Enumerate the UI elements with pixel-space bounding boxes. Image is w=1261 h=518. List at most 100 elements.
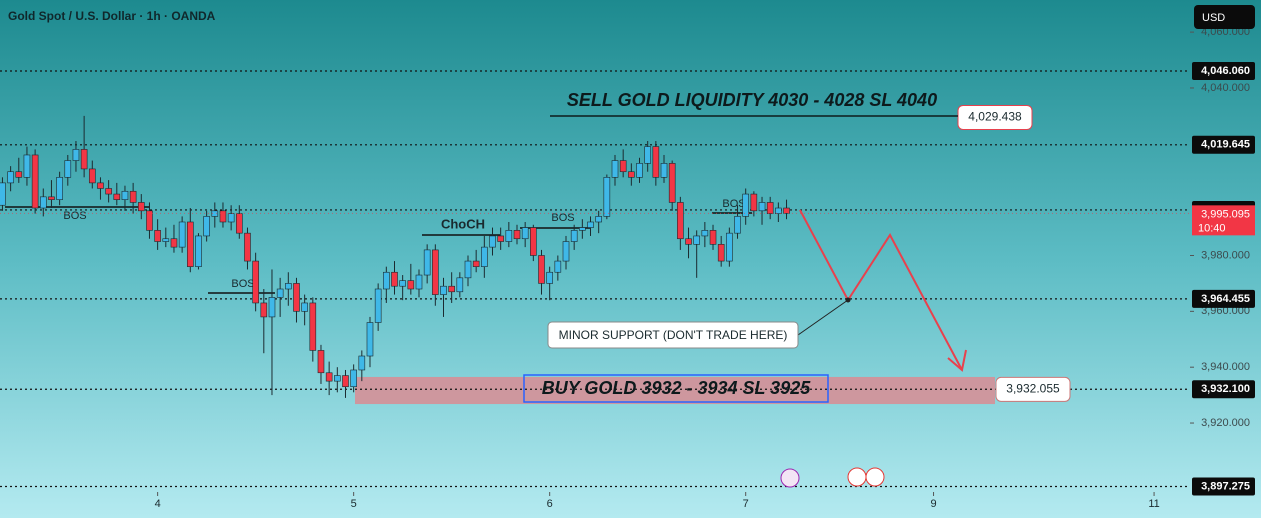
price-label: 4,046.060 <box>1201 65 1250 77</box>
candle-body <box>742 193 749 217</box>
price-label-box <box>1192 62 1255 81</box>
candle-body <box>276 288 284 298</box>
structure-label: BOS <box>722 198 745 210</box>
candle-body <box>750 193 758 212</box>
candle-body <box>301 302 308 312</box>
candle-body <box>97 182 104 189</box>
candle-body <box>236 213 243 234</box>
candle-body <box>187 221 194 267</box>
candle-body <box>129 190 137 203</box>
callout-label: 3,932.055 <box>1006 382 1060 396</box>
candle-body <box>334 375 341 382</box>
candle-body <box>546 271 553 284</box>
candle-body <box>677 202 684 240</box>
candle-body <box>203 216 210 237</box>
candle-body <box>178 221 186 248</box>
candle-body <box>595 216 602 223</box>
support-note: MINOR SUPPORT (DON'T TRADE HERE) <box>559 328 788 342</box>
structure-label: ChoCH <box>441 216 485 231</box>
event-icon[interactable] <box>865 467 885 487</box>
price-label-box <box>1192 289 1255 308</box>
candle-body <box>195 235 202 267</box>
x-tick-label: 4 <box>155 498 161 510</box>
candle-body <box>80 149 88 170</box>
candle-body <box>15 171 23 178</box>
x-tick-label: 11 <box>1148 498 1159 510</box>
candle-body <box>505 230 513 242</box>
candle-body <box>7 171 14 184</box>
structure-label: BOS <box>551 212 574 224</box>
y-tick-label: 3,940.000 <box>1201 361 1250 373</box>
price-label: 4,019.645 <box>1201 139 1250 151</box>
leader-dot <box>845 297 851 303</box>
candle-body <box>628 171 635 178</box>
candle-body <box>554 260 562 273</box>
candle-body <box>391 271 398 287</box>
candle-body <box>358 355 366 371</box>
candle-body <box>652 146 660 178</box>
candle-body <box>644 146 651 164</box>
candle-body <box>587 221 594 228</box>
callout-box <box>957 104 1033 130</box>
candle-body <box>407 280 415 290</box>
y-tick-label: 3,920.000 <box>1201 417 1250 429</box>
candle-body <box>448 285 455 293</box>
candle-body <box>39 196 47 209</box>
candle-body <box>268 297 276 318</box>
candle-body <box>538 255 545 284</box>
price-label-box <box>1192 135 1255 154</box>
candle-body <box>285 283 292 290</box>
last-price: 3,995.095 <box>1201 208 1250 220</box>
candle-body <box>219 210 227 223</box>
callout-box <box>995 376 1071 402</box>
candle-body <box>374 288 382 323</box>
y-tick-label: 4,060.000 <box>1201 26 1250 38</box>
candle-body <box>154 230 161 242</box>
y-tick-label: 3,980.000 <box>1201 249 1250 261</box>
buy-zone <box>355 376 995 405</box>
candle-body <box>0 182 6 206</box>
candle-body <box>260 302 268 318</box>
candle-body <box>611 160 619 178</box>
candle-body <box>783 207 790 214</box>
price-label: 3,932.100 <box>1201 383 1250 395</box>
y-tick-label: 3,960.000 <box>1201 305 1250 317</box>
callout-label: 4,029.438 <box>968 110 1022 124</box>
event-icon[interactable] <box>847 467 867 487</box>
candle-body <box>464 260 472 279</box>
x-tick-label: 6 <box>547 498 553 510</box>
candle-body <box>513 230 521 240</box>
candle-body <box>668 163 676 203</box>
candle-body <box>162 238 170 242</box>
leader-line <box>797 299 849 336</box>
candle-body <box>48 196 55 200</box>
candle-body <box>383 271 390 290</box>
candle-body <box>570 230 578 242</box>
currency-box[interactable] <box>1194 5 1255 29</box>
buy-label-box <box>523 374 829 403</box>
candle-body <box>456 277 464 293</box>
candle-body <box>489 235 496 248</box>
support-box <box>547 321 799 349</box>
candle-body <box>113 193 121 200</box>
candle-body <box>309 302 317 351</box>
candle-body <box>701 230 709 237</box>
candle-body <box>31 154 39 209</box>
candle-body <box>399 280 406 287</box>
candle-body <box>227 213 235 223</box>
candle-body <box>726 232 733 262</box>
sell-note: SELL GOLD LIQUIDITY 4030 - 4028 SL 4040 <box>567 90 937 110</box>
event-icon[interactable] <box>780 468 800 488</box>
candle-body <box>481 246 488 267</box>
candle-body <box>472 260 480 267</box>
candle-body <box>717 244 725 262</box>
currency[interactable]: USD <box>1202 12 1225 24</box>
candle-body <box>137 202 145 212</box>
price-label-box <box>1192 380 1255 399</box>
price-label: 3,964.455 <box>1201 293 1250 305</box>
candle-body <box>603 177 611 217</box>
x-tick-label: 7 <box>743 498 749 510</box>
structure-label: BOS <box>231 278 254 290</box>
candle-body <box>432 249 439 295</box>
